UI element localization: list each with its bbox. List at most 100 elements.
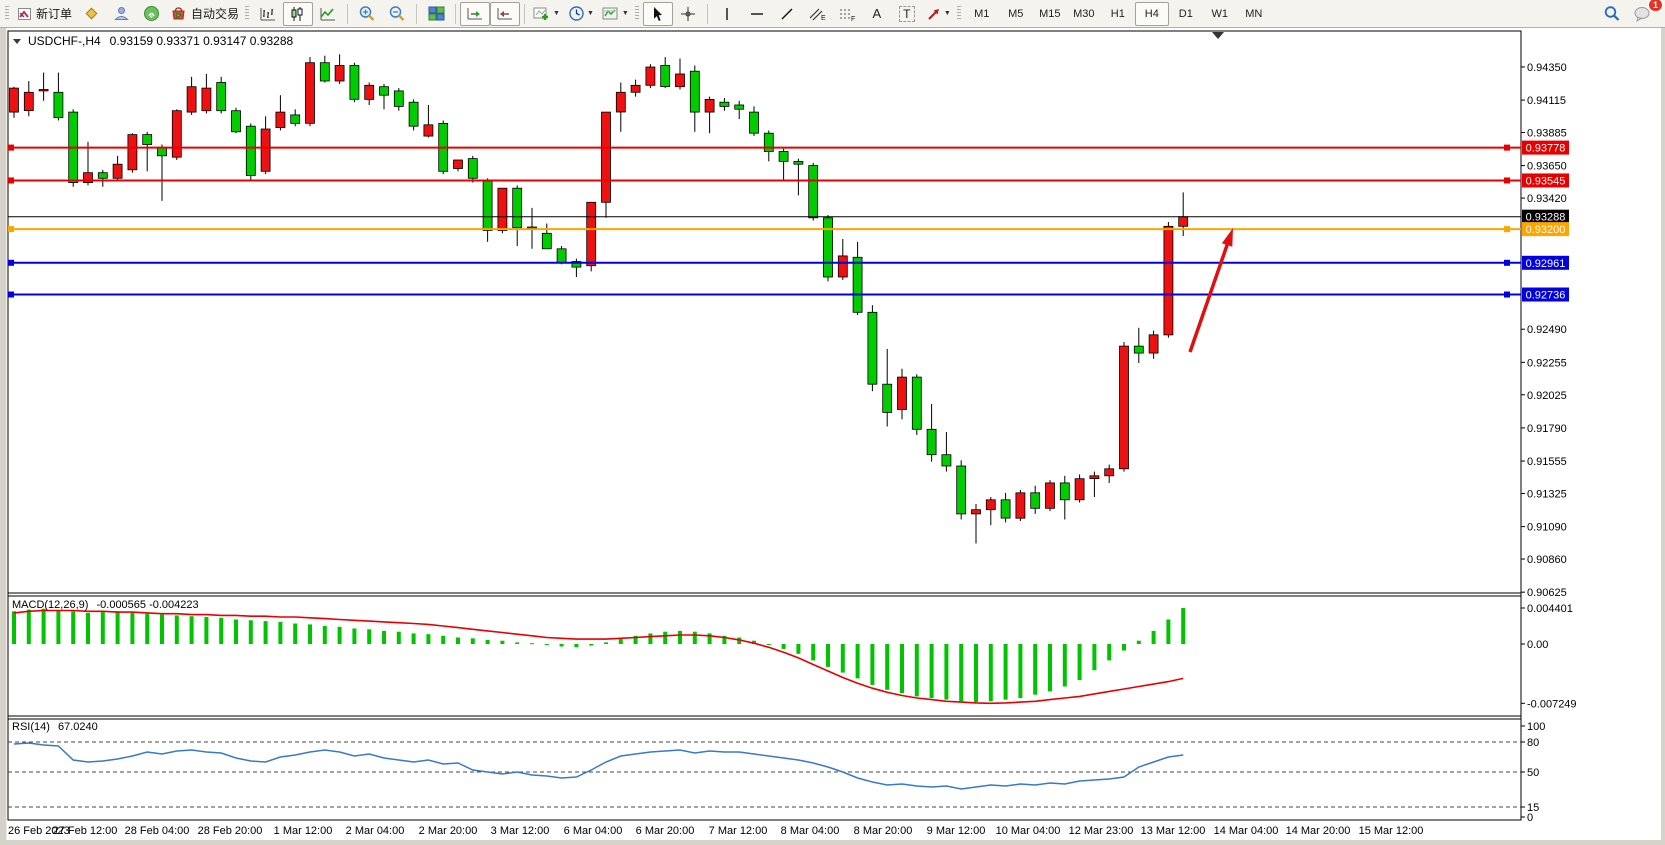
svg-text:F: F xyxy=(851,16,855,22)
macd-layer xyxy=(12,608,1186,703)
equidistant-channel-icon: E xyxy=(809,8,826,22)
timeframe-MN[interactable]: MN xyxy=(1245,7,1263,20)
fibonacci-tool-button[interactable]: F xyxy=(832,2,862,26)
zoom-out-button[interactable] xyxy=(382,2,412,26)
search-button[interactable] xyxy=(1597,2,1627,26)
date-axis-label: 8 Mar 20:00 xyxy=(854,825,913,837)
tile-windows-button[interactable] xyxy=(421,2,451,26)
arrows-dropdown-caret[interactable]: ▼ xyxy=(943,10,951,17)
toolbar-grip xyxy=(5,6,9,21)
rsi-axis-label: 80 xyxy=(1527,737,1539,749)
text-label-tool-button[interactable]: T xyxy=(892,2,922,26)
vertical-line-tool-button[interactable] xyxy=(712,2,742,26)
trendline-tool-button[interactable] xyxy=(772,2,802,26)
rsi-indicator-value: 67.0240 xyxy=(57,721,98,733)
date-axis-label: 1 Mar 12:00 xyxy=(274,825,333,837)
horizontal-line-tool-button[interactable] xyxy=(742,2,772,26)
text-tool-icon: A xyxy=(872,6,882,21)
bar-chart-button[interactable] xyxy=(253,2,283,26)
price-tick-label: 0.91790 xyxy=(1527,423,1567,435)
arrows-tool-button[interactable]: ▼ xyxy=(922,2,955,26)
timeframe-H4[interactable]: H4 xyxy=(1134,1,1169,26)
line-chart-button[interactable] xyxy=(313,2,343,26)
autotrading-button[interactable]: 自动交易 xyxy=(166,2,243,26)
new-order-label: 新订单 xyxy=(36,7,73,21)
price-badge-label: 0.93545 xyxy=(1526,175,1566,187)
chart-collapse-icon[interactable] xyxy=(13,38,21,44)
candlestick-chart-button[interactable] xyxy=(283,1,314,26)
macd-axis-label: -0.007249 xyxy=(1527,698,1577,710)
new-order-button[interactable]: 新订单 xyxy=(13,2,76,26)
crosshair-tool-button[interactable] xyxy=(673,2,703,26)
signals-button[interactable] xyxy=(136,2,166,26)
price-tick-label: 0.92255 xyxy=(1527,357,1567,369)
timeframe-M15[interactable]: M15 xyxy=(1039,7,1061,20)
level-handle xyxy=(1504,144,1510,151)
indicators-button[interactable]: ▼ xyxy=(529,2,564,26)
timeframe-W1[interactable]: W1 xyxy=(1211,7,1229,20)
trend-arrow-shaft xyxy=(1188,240,1231,353)
notifications-button[interactable]: 1 xyxy=(1627,0,1663,26)
crosshair-icon xyxy=(680,6,695,21)
timeframe-D1[interactable]: D1 xyxy=(1178,7,1193,20)
fibonacci-icon: F xyxy=(839,9,855,22)
macd-axis-label: 0.004401 xyxy=(1527,603,1573,615)
date-axis-label: 28 Feb 04:00 xyxy=(125,825,190,837)
price-tick-label: 0.91555 xyxy=(1527,456,1567,468)
templates-dropdown-caret[interactable]: ▼ xyxy=(621,10,629,17)
date-axis-label: 3 Mar 12:00 xyxy=(491,825,550,837)
periods-dropdown-caret[interactable]: ▼ xyxy=(586,10,594,17)
macd-signal-line xyxy=(13,609,1184,705)
level-handle xyxy=(1504,291,1510,298)
equidistant-channel-tool-button[interactable]: E xyxy=(802,2,832,26)
zoom-in-button[interactable] xyxy=(352,2,382,26)
text-label-tool-icon: T xyxy=(899,5,915,22)
text-tool-button[interactable]: A xyxy=(862,2,892,26)
trend-arrow-head xyxy=(1221,228,1233,247)
macd-indicator-values: -0.000565 -0.004223 xyxy=(96,599,199,611)
date-axis-label: 9 Mar 12:00 xyxy=(927,825,986,837)
timeframe-M1[interactable]: M1 xyxy=(974,7,990,20)
open-chart-button[interactable] xyxy=(76,2,106,26)
level-handle xyxy=(1504,177,1510,184)
timeframe-M30[interactable]: M30 xyxy=(1073,7,1095,20)
date-axis-label: 14 Mar 20:00 xyxy=(1286,825,1351,837)
cursor-tool-button[interactable] xyxy=(642,1,673,26)
new-order-icon xyxy=(18,8,31,20)
timeframe-bar: M1 M5 M15 M30 H1 H4 D1 W1 MN xyxy=(965,1,1271,26)
templates-button[interactable]: ▼ xyxy=(598,2,633,26)
chart-ohlc-values: 0.93159 0.93371 0.93147 0.93288 xyxy=(109,34,294,48)
auto-scroll-button[interactable] xyxy=(460,1,491,26)
rsi-axis-label: 0 xyxy=(1527,812,1533,824)
profile-button[interactable] xyxy=(106,2,136,26)
rsi-line xyxy=(13,742,1184,790)
signals-icon xyxy=(143,6,159,21)
tile-windows-icon xyxy=(428,6,445,21)
timeframe-H1[interactable]: H1 xyxy=(1110,7,1125,20)
date-axis-label: 6 Mar 04:00 xyxy=(564,825,623,837)
date-axis-label: 2 Mar 04:00 xyxy=(346,825,405,837)
window-edge-left xyxy=(0,28,7,845)
profile-icon xyxy=(113,7,129,20)
date-axis-label: 7 Mar 12:00 xyxy=(709,825,768,837)
templates-icon xyxy=(602,7,618,19)
zoom-out-icon xyxy=(389,6,405,21)
level-handle xyxy=(1504,259,1510,266)
price-tick-label: 0.90860 xyxy=(1527,554,1567,566)
price-tick-label: 0.93885 xyxy=(1527,128,1567,140)
timeframe-M5[interactable]: M5 xyxy=(1008,7,1024,20)
date-axis-label: 26 Feb 2023 xyxy=(8,825,70,837)
toolbar-separator xyxy=(524,3,526,24)
chart-shift-button[interactable] xyxy=(490,1,521,26)
price-tick-label: 0.93650 xyxy=(1527,161,1567,173)
periods-button[interactable]: ▼ xyxy=(564,2,598,26)
level-handle xyxy=(8,291,14,298)
level-handle xyxy=(8,259,14,266)
date-axis-label: 2 Mar 20:00 xyxy=(419,825,478,837)
price-badge-label: 0.93778 xyxy=(1526,143,1566,155)
indicators-dropdown-caret[interactable]: ▼ xyxy=(553,10,560,17)
auto-scroll-icon xyxy=(467,7,483,19)
price-badge-0.92961 xyxy=(1522,255,1569,270)
